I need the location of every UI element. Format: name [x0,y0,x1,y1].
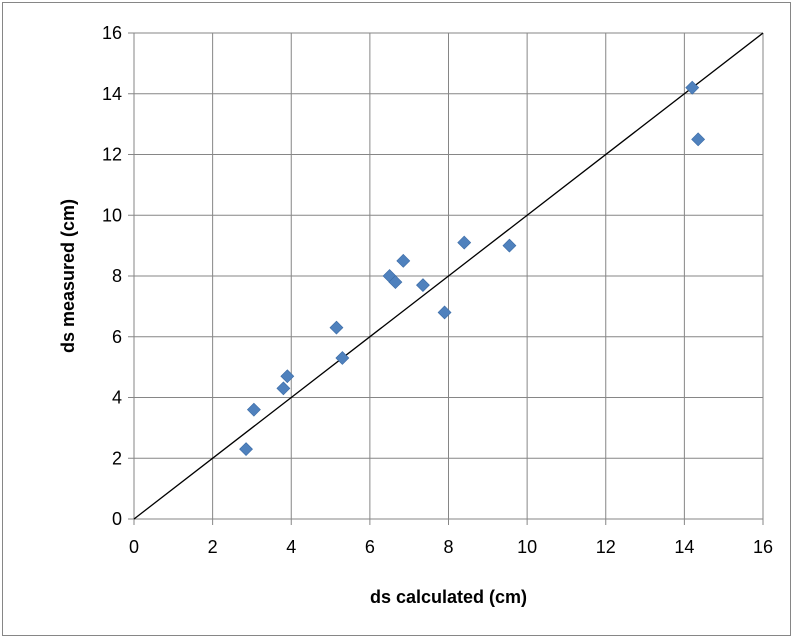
y-tick-label: 12 [102,145,122,165]
data-point [416,278,430,293]
data-point [457,235,472,250]
y-tick-label: 2 [112,448,122,468]
x-tick-label: 4 [286,537,296,557]
data-point [396,253,411,268]
data-point [239,442,253,457]
y-tick-label: 16 [102,23,122,43]
y-tick-label: 8 [112,266,122,286]
data-point [280,369,295,384]
gridlines [128,32,764,525]
y-tick-label: 14 [102,84,122,104]
y-tick-label: 4 [112,388,122,408]
data-point [329,320,344,335]
y-tick-label: 0 [112,509,122,529]
x-tick-label: 6 [365,537,375,557]
x-tick-label: 2 [208,537,218,557]
data-point [691,132,706,147]
data-point [502,238,517,253]
y-tick-label: 6 [112,327,122,347]
reference-line [133,32,764,520]
data-point [246,402,261,417]
data-points [239,80,706,457]
y-axis-title: ds measured (cm) [58,199,78,353]
tick-labels: 0 2 4 6 8 10 12 14 16 0 2 4 6 8 10 12 14 16 [102,23,773,557]
x-tick-label: 8 [443,537,453,557]
x-axis-title: ds calculated (cm) [370,587,527,607]
data-point [335,351,350,365]
x-tick-label: 0 [129,537,139,557]
y-tick-label: 10 [102,205,122,225]
reference-line-1to1 [133,32,764,520]
x-tick-label: 12 [596,537,616,557]
data-point [276,381,291,396]
x-tick-label: 10 [517,537,537,557]
data-point [437,305,452,320]
data-point [388,275,403,289]
data-point [685,80,700,95]
x-tick-label: 16 [753,537,773,557]
x-tick-label: 14 [674,537,694,557]
